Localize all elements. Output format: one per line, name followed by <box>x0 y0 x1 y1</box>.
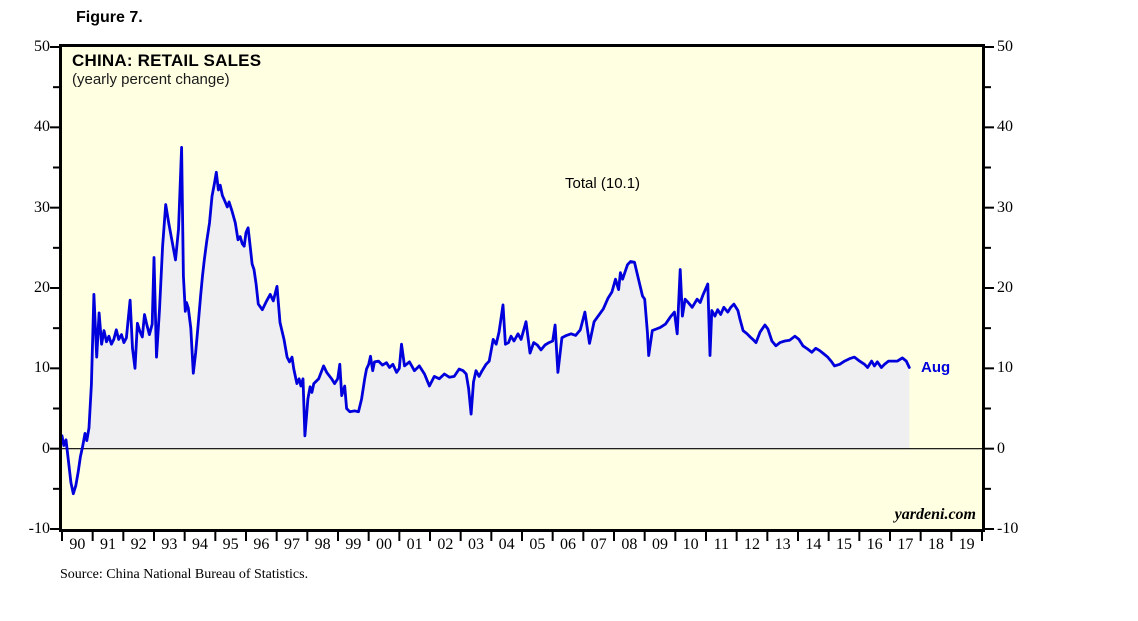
x-tick-label: 13 <box>774 536 791 553</box>
y-tick-label-right: 0 <box>997 439 1005 457</box>
area-fill <box>62 147 910 449</box>
y-tick-label-left: -10 <box>28 520 50 537</box>
y-tick-label-right: 50 <box>997 38 1013 55</box>
x-tick-label: 03 <box>468 536 484 553</box>
x-tick-label: 09 <box>652 536 668 553</box>
x-tick-label: 94 <box>192 536 208 553</box>
chart-title: CHINA: RETAIL SALES <box>72 51 262 70</box>
chart-subtitle: (yearly percent change) <box>72 71 230 88</box>
series-annotation-total: Total (10.1) <box>565 175 641 192</box>
x-tick-label: 14 <box>805 536 822 553</box>
x-tick-label: 19 <box>958 536 975 553</box>
x-tick-label: 18 <box>928 536 944 553</box>
x-tick-label: 17 <box>897 536 914 553</box>
y-tick-label-left: 30 <box>34 198 50 216</box>
y-tick-label-right: 40 <box>997 118 1013 136</box>
x-tick-label: 05 <box>529 536 546 553</box>
x-tick-label: 91 <box>100 536 116 553</box>
x-tick-label: 99 <box>345 536 362 553</box>
retail-sales-line <box>60 146 911 496</box>
y-tick-label-left: 50 <box>34 38 50 55</box>
x-tick-label: 08 <box>621 536 638 553</box>
x-tick-label: 97 <box>284 536 300 553</box>
x-tick-label: 15 <box>836 536 852 553</box>
x-tick-label: 01 <box>406 536 423 553</box>
x-tick-label: 02 <box>437 536 454 553</box>
x-tick-label: 10 <box>682 536 699 553</box>
source-note: Source: China National Bureau of Statist… <box>60 567 309 582</box>
figure-label: Figure 7. <box>76 9 143 26</box>
x-tick-label: 92 <box>130 536 147 553</box>
plot-background <box>59 44 985 532</box>
x-tick-label: 04 <box>498 536 515 553</box>
x-tick-label: 07 <box>590 536 607 553</box>
y-tick-label-left: 20 <box>34 279 50 296</box>
x-tick-label: 00 <box>376 536 392 553</box>
y-tick-label-left: 10 <box>34 359 50 377</box>
x-tick-label: 95 <box>222 536 239 553</box>
latest-month-label: Aug <box>921 359 951 376</box>
y-tick-label-left: 40 <box>34 118 50 136</box>
x-tick-label: 90 <box>69 536 86 553</box>
x-tick-label: 06 <box>560 536 576 553</box>
x-tick-label: 98 <box>314 536 331 553</box>
x-tick-label: 16 <box>866 536 883 553</box>
x-tick-label: 96 <box>253 536 270 553</box>
watermark: yardeni.com <box>894 506 976 523</box>
x-tick-label: 11 <box>713 536 730 553</box>
x-tick-label: 93 <box>161 536 178 553</box>
y-tick-label-right: -10 <box>997 520 1019 537</box>
y-tick-label-right: 20 <box>997 279 1013 296</box>
y-tick-label-right: 10 <box>997 359 1013 377</box>
x-tick-label: 12 <box>744 536 760 553</box>
y-tick-label-right: 30 <box>997 198 1013 216</box>
y-tick-label-left: 0 <box>42 439 50 457</box>
plot-border <box>59 44 985 532</box>
